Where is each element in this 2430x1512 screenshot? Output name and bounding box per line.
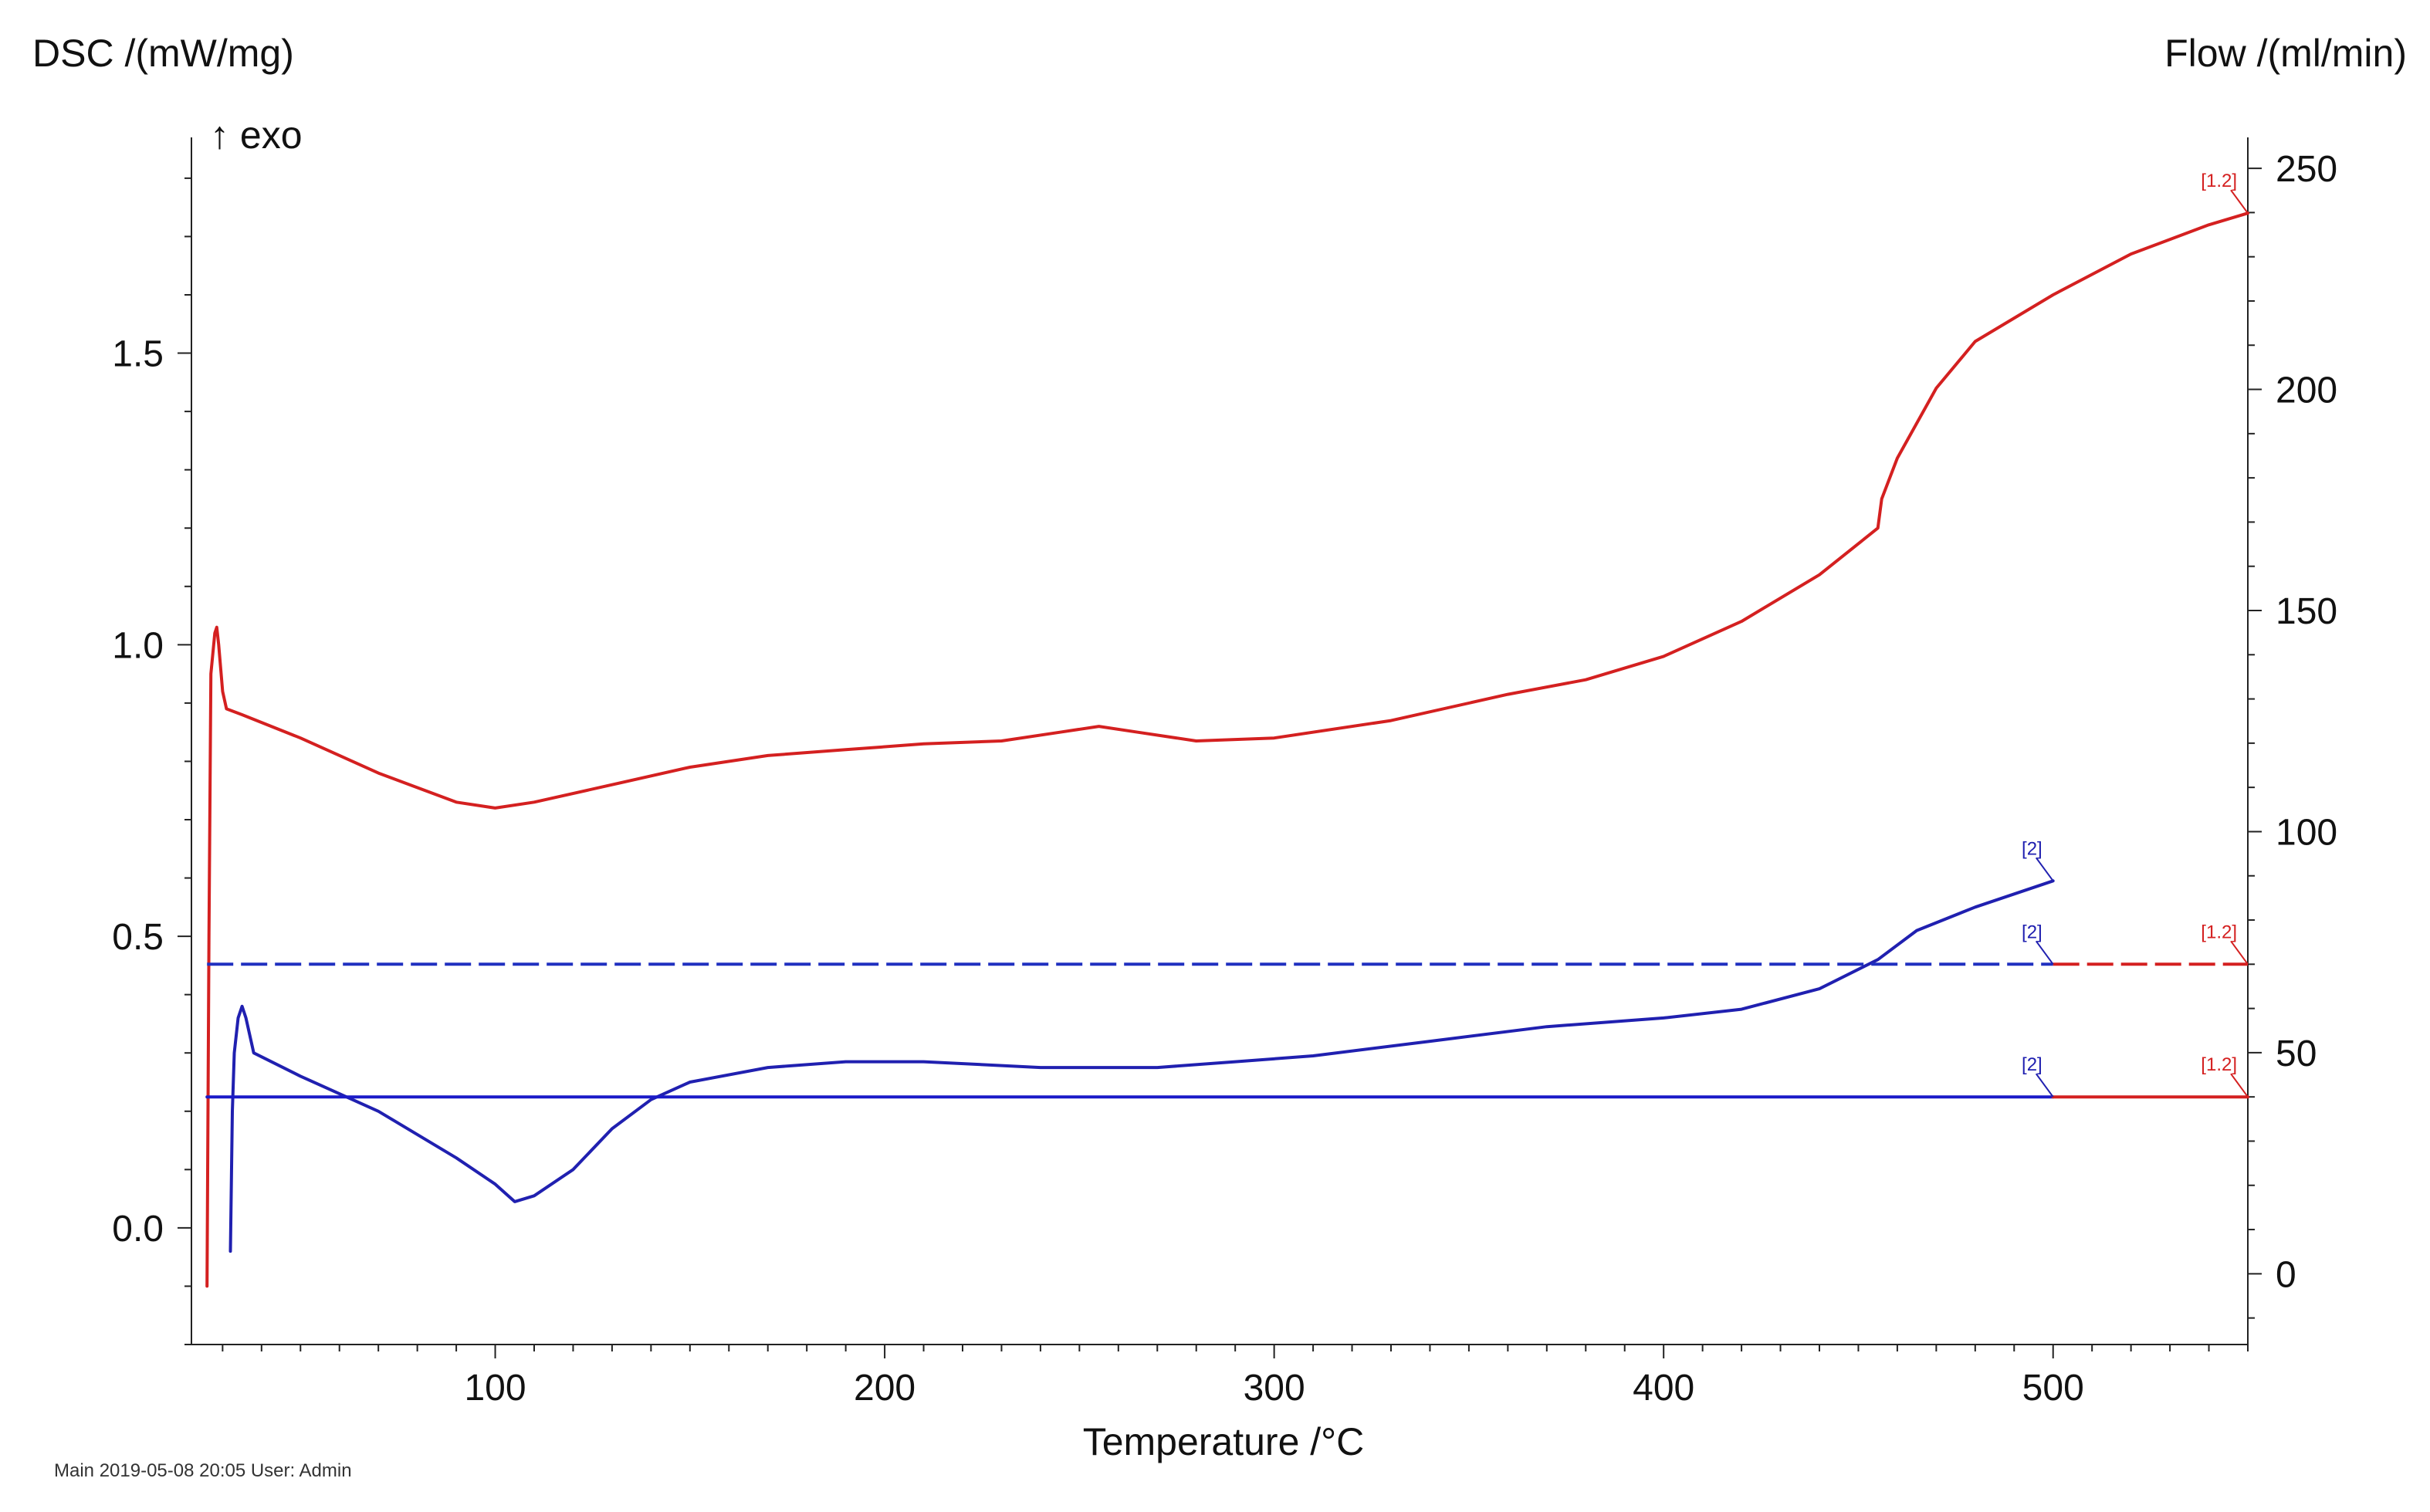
x-tick-label: 500	[2022, 1368, 2084, 1409]
end-marker-tick	[2035, 940, 2054, 965]
axes: 100 200 300 400 500 0.0 0.5 1.0 1.5 0 50 100 150 200 2…	[112, 137, 2337, 1409]
right-tick-label: 150	[2276, 591, 2337, 632]
right-axis-label: Flow /(ml/min)	[2164, 32, 2407, 75]
x-tick-label: 200	[854, 1368, 915, 1409]
x-tick-label: 100	[464, 1368, 526, 1409]
end-marker-label: [2]	[2022, 922, 2042, 942]
end-marker-tick	[2230, 1073, 2249, 1098]
end-marker-tick	[2035, 857, 2054, 881]
x-axis-label: Temperature /°C	[1083, 1420, 1365, 1463]
right-tick-label: 200	[2276, 370, 2337, 411]
left-tick-label: 1.5	[112, 334, 164, 375]
left-axis-label: DSC /(mW/mg)	[32, 32, 294, 75]
end-markers: [1.2] [2] [2] [1.2] [2] [1.2]	[2022, 171, 2249, 1098]
left-tick-label: 0.5	[112, 917, 164, 958]
end-marker-label: [2]	[2022, 1054, 2042, 1075]
footer-text: Main 2019-05-08 20:05 User: Admin	[54, 1460, 352, 1481]
right-tick-label: 50	[2276, 1033, 2317, 1074]
end-marker-tick	[2230, 189, 2249, 214]
x-tick-label: 400	[1633, 1368, 1694, 1409]
end-marker-tick	[2035, 1073, 2054, 1098]
left-tick-label: 1.0	[112, 625, 164, 666]
left-tick-label: 0.0	[112, 1209, 164, 1250]
series-line-0	[205, 211, 2249, 1288]
series-lines	[205, 211, 2249, 1288]
right-tick-label: 250	[2276, 149, 2337, 190]
end-marker-tick	[2230, 940, 2249, 965]
end-marker-label: [1.2]	[2201, 171, 2237, 191]
right-tick-label: 0	[2276, 1254, 2296, 1295]
end-marker-label: [1.2]	[2201, 1054, 2237, 1075]
right-tick-label: 100	[2276, 812, 2337, 853]
x-tick-label: 300	[1244, 1368, 1305, 1409]
end-marker-label: [1.2]	[2201, 922, 2237, 942]
series-line-1	[228, 879, 2055, 1253]
exo-label: ↑ exo	[210, 113, 303, 157]
end-marker-label: [2]	[2022, 838, 2042, 859]
